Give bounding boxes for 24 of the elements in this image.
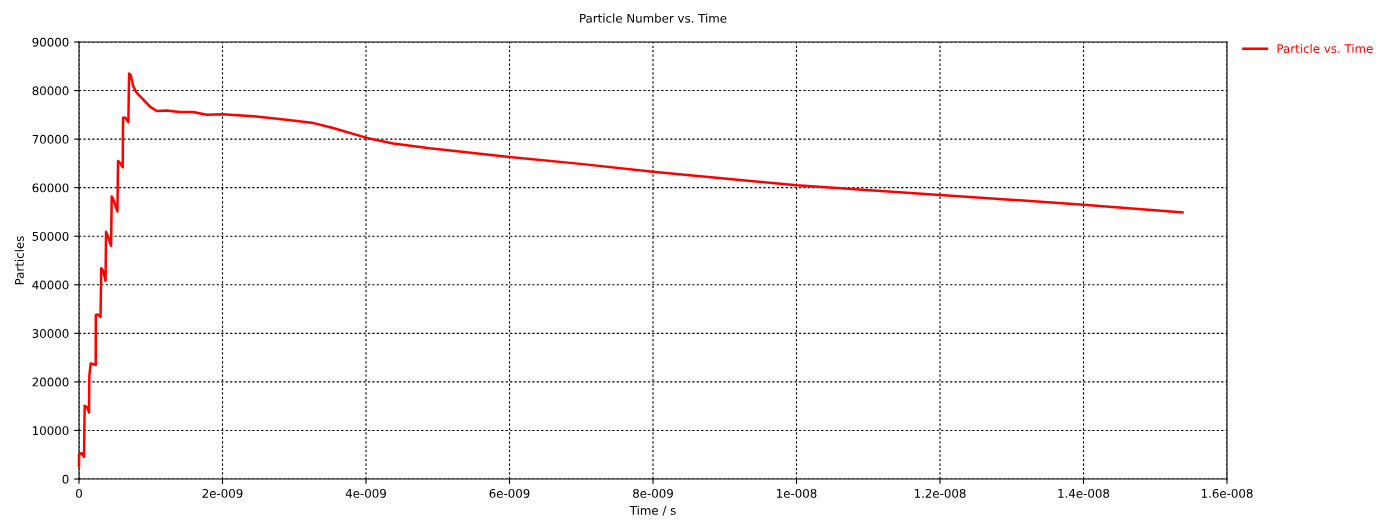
- chart-title: Particle Number vs. Time: [580, 13, 727, 23]
- x-tick-label: 0: [76, 488, 82, 498]
- y-tick-label: 60000: [32, 183, 69, 193]
- x-tick-label: 4e-009: [345, 488, 386, 498]
- y-tick-label: 30000: [32, 329, 69, 338]
- x-tick-label: 6e-009: [489, 488, 530, 498]
- y-tick-label: 10000: [33, 426, 69, 436]
- y-tick-label: 40000: [32, 280, 69, 290]
- y-tick-label: 70000: [32, 134, 69, 144]
- x-tick-label: 8e-009: [633, 488, 673, 498]
- y-tick-label: 0: [62, 474, 69, 484]
- y-axis-title: Particles: [14, 236, 24, 285]
- x-tick-label: 1e-008: [777, 488, 817, 498]
- y-tick-label: 50000: [32, 231, 69, 241]
- y-tick-label: 20000: [32, 377, 69, 387]
- x-axis-title: Time / s: [629, 505, 676, 516]
- x-tick-label: 2e-009: [202, 488, 243, 498]
- line-series: [77, 72, 1184, 468]
- x-tick-label: 1.6e-008: [1201, 488, 1253, 498]
- x-tick-label: 1.2e-008: [914, 488, 966, 498]
- x-tick-label: 1.4e-008: [1058, 488, 1110, 498]
- y-tick-label: 80000: [32, 86, 69, 96]
- legend-label: Particle vs. Time: [1277, 43, 1373, 54]
- y-tick-label: 90000: [32, 37, 69, 47]
